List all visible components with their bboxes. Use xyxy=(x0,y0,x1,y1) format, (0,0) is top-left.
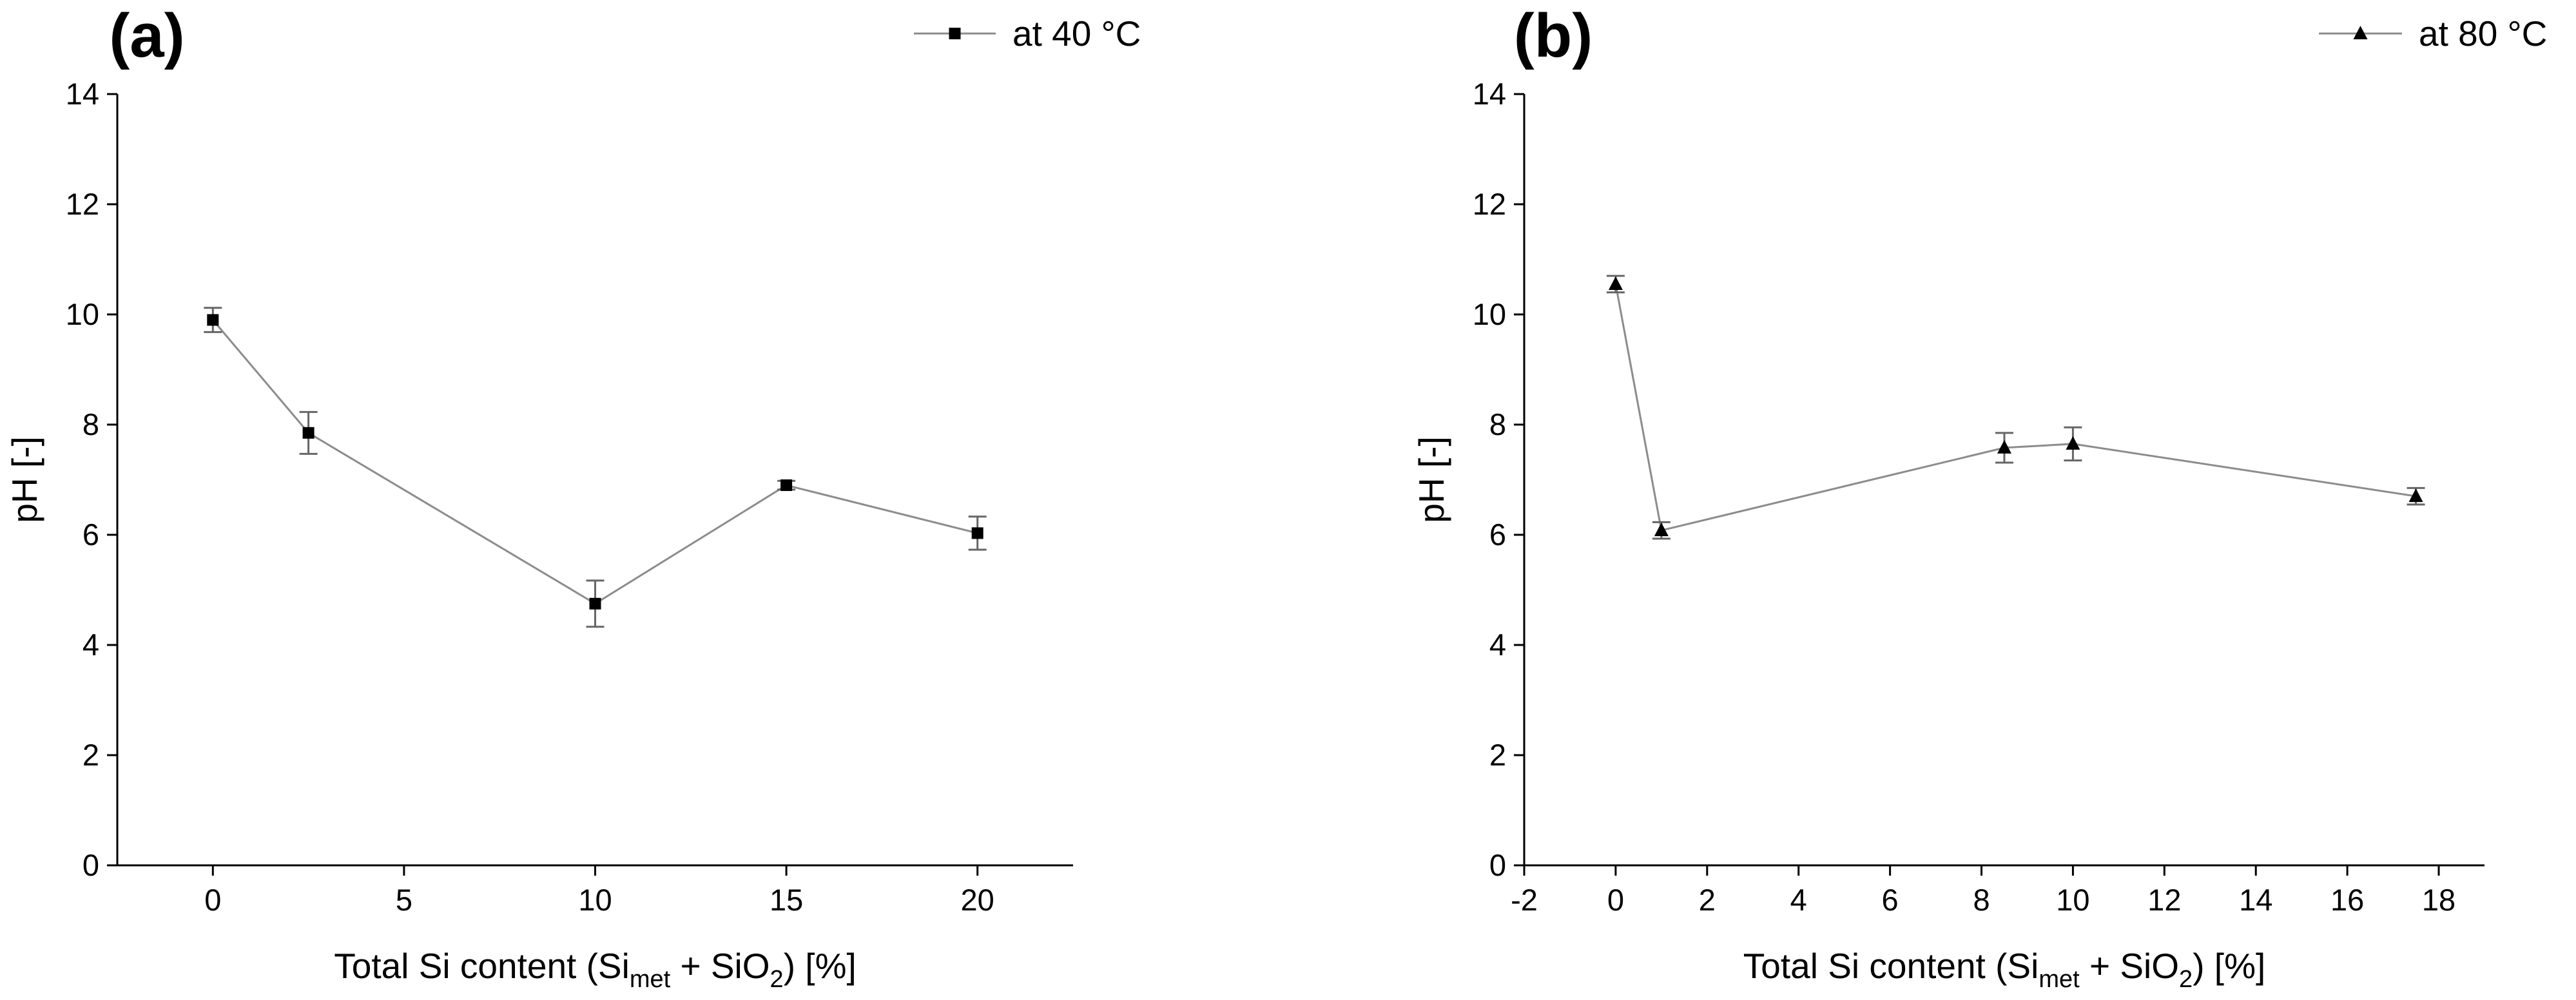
panel-a: (a) 0 2 4 6 8 10 12 14 0 5 10 15 20 pH [-] Total Si con… xyxy=(5,1,1141,993)
legend-marker xyxy=(2353,26,2368,39)
x-tick-label: 2 xyxy=(1699,883,1716,917)
x-tick-label: 18 xyxy=(2422,883,2455,917)
y-tick-label: 14 xyxy=(66,77,99,111)
y-tick-label: 2 xyxy=(82,738,99,772)
legend: at 40 °C xyxy=(914,14,1141,53)
x-tick-label: -2 xyxy=(1511,883,1538,917)
x-tick-label: 15 xyxy=(770,883,803,917)
x-tick-label: 10 xyxy=(578,883,612,917)
x-axis-label-part: ) [%] xyxy=(784,946,857,986)
data-point xyxy=(589,597,601,610)
x-axis-label-part: ) [%] xyxy=(2193,946,2265,986)
legend-label: at 40 °C xyxy=(1012,14,1141,53)
x-tick-label: 0 xyxy=(1607,883,1624,917)
legend-marker xyxy=(949,28,961,39)
y-tick-label: 2 xyxy=(1489,738,1506,772)
y-tick-label: 10 xyxy=(66,297,99,331)
y-tick-label: 8 xyxy=(1489,407,1506,441)
x-axis-label-part: + SiO xyxy=(2080,946,2179,986)
data-point xyxy=(1997,439,2011,454)
x-tick-label: 16 xyxy=(2330,883,2364,917)
panel-label: (a) xyxy=(109,1,184,70)
series-line xyxy=(1614,284,2416,532)
x-axis-label-subscript: 2 xyxy=(2179,966,2193,993)
y-tick-label: 14 xyxy=(1473,77,1506,111)
data-point xyxy=(1608,276,1623,290)
x-tick-label: 20 xyxy=(961,883,994,917)
data-point xyxy=(2066,436,2080,450)
y-tick-label: 8 xyxy=(82,407,99,441)
x-tick-label: 14 xyxy=(2239,883,2272,917)
x-axis-label-part: Total Si content (Si xyxy=(334,946,630,986)
x-axis-label: Total Si content (Simet + SiO2) [%] xyxy=(1743,946,2266,993)
x-tick-label: 8 xyxy=(1973,883,1990,917)
x-axis-label-subscript: met xyxy=(630,966,671,993)
x-tick-label: 6 xyxy=(1882,883,1899,917)
data-point xyxy=(1654,523,1669,537)
x-axis-label-subscript: 2 xyxy=(770,966,784,993)
y-tick-label: 0 xyxy=(82,848,99,882)
y-tick-label: 6 xyxy=(1489,517,1506,552)
legend: at 80 °C xyxy=(2319,14,2547,53)
data-point xyxy=(2408,488,2423,503)
x-axis-label-subscript: met xyxy=(2039,966,2080,993)
y-tick-label: 10 xyxy=(1473,297,1506,331)
x-axis-label: Total Si content (Simet + SiO2) [%] xyxy=(334,946,857,993)
x-tick-label: 4 xyxy=(1790,883,1807,917)
data-point xyxy=(971,527,983,539)
panel-label: (b) xyxy=(1514,1,1593,70)
x-tick-label: 12 xyxy=(2147,883,2181,917)
x-tick-label: 0 xyxy=(204,883,221,917)
x-axis-label-part: + SiO xyxy=(670,946,770,986)
data-point xyxy=(207,314,219,326)
y-tick-label: 12 xyxy=(1473,187,1506,221)
x-axis-label-part: Total Si content (Si xyxy=(1743,946,2039,986)
x-tick-label: 5 xyxy=(396,883,412,917)
y-tick-label: 4 xyxy=(1489,628,1506,662)
y-tick-label: 0 xyxy=(1489,848,1506,882)
y-tick-label: 6 xyxy=(82,517,99,552)
y-axis-label: pH [-] xyxy=(5,436,44,523)
y-axis-label: pH [-] xyxy=(1411,436,1451,523)
data-point xyxy=(302,427,315,439)
series-line xyxy=(212,319,978,605)
data-point xyxy=(780,479,793,492)
y-tick-label: 12 xyxy=(66,187,99,221)
y-tick-label: 4 xyxy=(82,628,99,662)
legend-label: at 80 °C xyxy=(2419,14,2547,53)
x-tick-label: 10 xyxy=(2056,883,2089,917)
